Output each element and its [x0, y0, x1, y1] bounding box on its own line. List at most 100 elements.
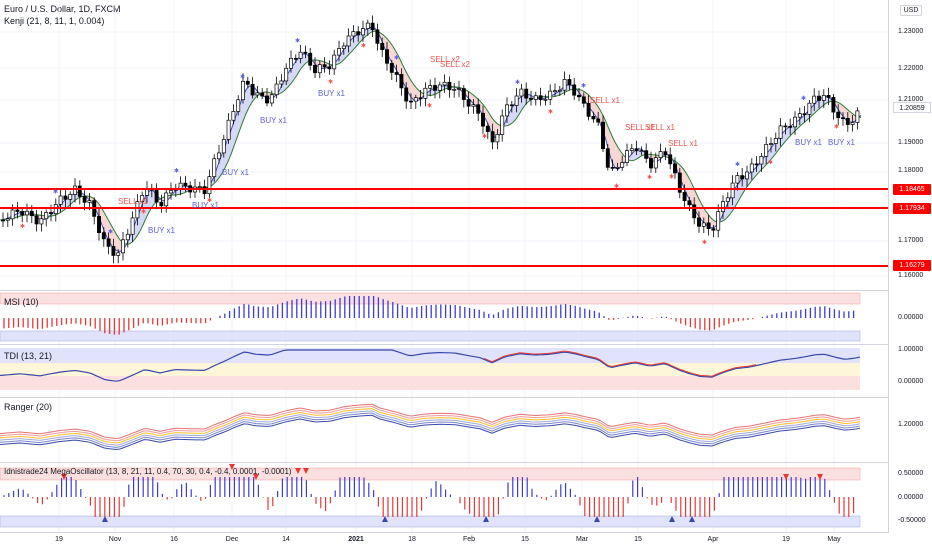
candle-body [183, 182, 188, 187]
time-tick: 15 [521, 536, 529, 543]
ma-band [555, 91, 558, 97]
candle-body [769, 143, 773, 145]
candle-body [289, 58, 293, 69]
time-tick: Nov [108, 536, 122, 543]
candle-body [509, 104, 514, 107]
candle-body [231, 111, 236, 121]
ranger-band-line [0, 412, 861, 448]
signal-star: ✱ [394, 54, 399, 61]
chart-symbol-title: Euro / U.S. Dollar, 1D, FXCM [4, 4, 121, 14]
candle-body [1, 219, 5, 222]
level-price-tag: 1.17934 [893, 203, 931, 214]
signal-star: ✱ [108, 228, 113, 235]
time-tick: Apr [707, 536, 719, 543]
candle-body [725, 197, 730, 202]
mega-sell-arrow [229, 464, 235, 470]
signal-label: SELL x1 [118, 197, 148, 206]
candle-body [145, 188, 149, 196]
candle-body [77, 185, 82, 197]
price-tick: 1.16000 [898, 272, 924, 279]
ma-band [297, 56, 300, 75]
ma-band [291, 64, 294, 84]
candle-body [356, 31, 361, 36]
signal-label: SELL x2 [440, 60, 470, 69]
candle-body [500, 115, 505, 135]
signal-star: ✱ [295, 38, 300, 45]
candle-body [255, 92, 260, 96]
candle-body [778, 125, 783, 139]
mega-buy-arrow [483, 516, 489, 522]
candle-body [154, 189, 159, 203]
candle-body [322, 64, 327, 68]
candle-body [610, 166, 615, 169]
ranger-axis-label: 1.20000 [898, 421, 924, 428]
ma-band [225, 138, 228, 168]
candle-body [749, 163, 754, 173]
ma-band [294, 60, 297, 80]
candle-body [418, 97, 423, 100]
level-price-tag: 1.18465 [893, 184, 931, 195]
ma-band [741, 177, 744, 197]
candle-body [461, 88, 466, 100]
ma-band [585, 92, 588, 106]
candle-body [327, 66, 332, 70]
candle-body [221, 139, 226, 154]
candle-body [68, 194, 73, 200]
mega-buy-arrow [594, 516, 600, 522]
candle-body [337, 48, 341, 56]
candle-body [207, 176, 212, 195]
mega-axis-label: -0.50000 [898, 517, 926, 524]
time-tick: May [827, 536, 841, 543]
price-tick: 1.22000 [898, 65, 924, 72]
ma-band [681, 166, 684, 188]
candle-body [524, 88, 529, 99]
pane-separator[interactable] [0, 344, 888, 345]
ranger-band-line [0, 403, 861, 440]
candle-body [44, 212, 49, 220]
pane-separator[interactable] [0, 397, 888, 398]
signal-star: ✱ [240, 74, 245, 81]
signal-label: SELL x1 [645, 123, 675, 132]
candle-body [639, 150, 644, 153]
candle-body [5, 218, 10, 221]
ma-band [315, 60, 318, 67]
chart-canvas[interactable]: SELL x1 BUY x1 BUY x1 BUY x1 BUY x1 BUY x1 SEL… [0, 0, 888, 533]
candle-body [404, 87, 409, 102]
mega-buy-arrow [102, 516, 108, 522]
candle-body [543, 98, 548, 101]
candle-body [836, 111, 841, 119]
ma-band [390, 42, 393, 65]
candle-body [351, 31, 356, 37]
candle-body [562, 79, 567, 91]
signal-label: SELL x2 [430, 55, 460, 64]
signal-star: ✱ [361, 43, 366, 50]
signal-star: ✱ [482, 133, 487, 140]
candle-body [25, 210, 29, 216]
level-price-tag: 1.16279 [893, 260, 931, 271]
ma-band [411, 80, 414, 101]
tdi-signal-line [483, 350, 757, 377]
signal-star: ✱ [768, 159, 773, 166]
price-tick: 1.23000 [898, 28, 924, 35]
current-price-tag: 1.20859 [893, 102, 931, 113]
candle-body [841, 117, 845, 120]
candle-body [106, 238, 111, 247]
mega-sell-arrow [61, 474, 67, 480]
mega-axis-label: 0.00000 [898, 494, 924, 501]
candle-body [601, 121, 605, 150]
pane-separator[interactable] [0, 462, 888, 463]
currency-button[interactable]: USD [900, 5, 922, 16]
ma-band [726, 200, 729, 219]
pane-separator[interactable] [0, 290, 888, 291]
candle-body [495, 134, 500, 143]
candle-body [634, 148, 639, 152]
candle-body [519, 88, 524, 97]
ma-band [231, 121, 234, 155]
ma-band [105, 214, 108, 240]
candle-body [615, 166, 620, 169]
ma-band [849, 110, 852, 123]
candle-body [399, 74, 404, 89]
candle-body [29, 210, 34, 217]
candle-body [317, 64, 322, 74]
ranger-band-line [0, 414, 861, 451]
